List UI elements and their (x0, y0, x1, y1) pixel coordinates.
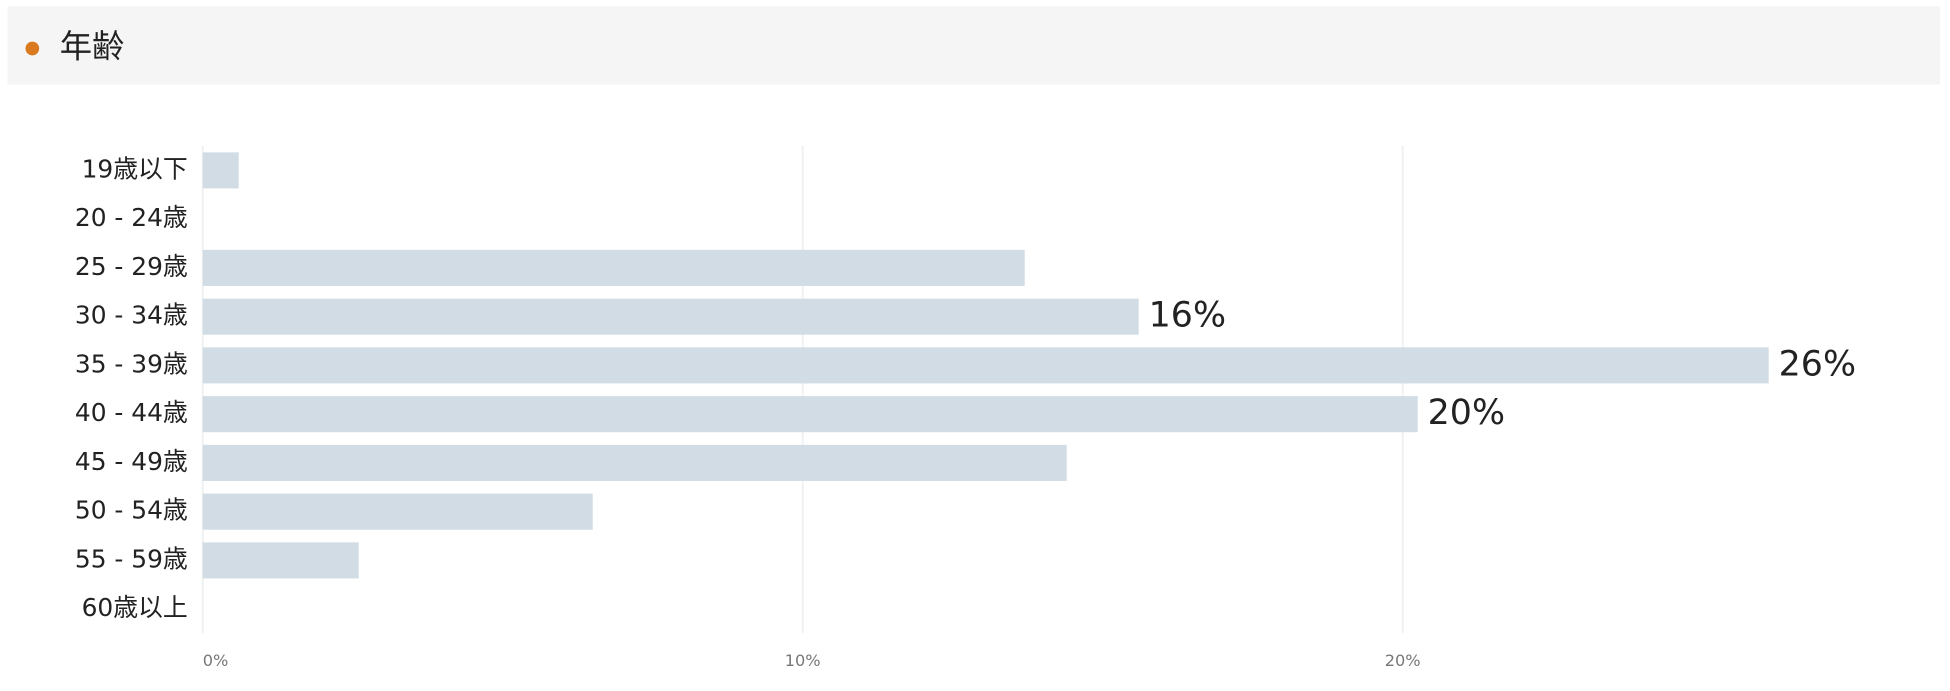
y-tick-label: 19歳以下 (82, 154, 188, 183)
bar (202, 396, 1418, 433)
bar (202, 249, 1025, 286)
value-label: 20% (1428, 393, 1505, 433)
y-tick-label: 25 - 29歳 (75, 252, 188, 281)
y-tick-label: 45 - 49歳 (75, 447, 188, 476)
bar (202, 542, 359, 579)
chart-title: 年齢 (60, 28, 125, 66)
y-tick-label: 30 - 34歳 (75, 301, 188, 330)
bar (202, 347, 1769, 384)
bar (202, 152, 239, 189)
y-tick-label: 20 - 24歳 (75, 203, 188, 232)
bar (202, 298, 1139, 335)
bar (202, 444, 1067, 481)
x-tick-label: 20% (1385, 651, 1421, 670)
y-tick-label: 35 - 39歳 (75, 349, 188, 378)
x-tick-label: 10% (785, 651, 821, 670)
header (7, 6, 1941, 85)
value-label: 26% (1779, 344, 1856, 384)
y-tick-label: 60歳以上 (82, 593, 188, 622)
y-tick-label: 50 - 54歳 (75, 496, 188, 525)
y-tick-label: 55 - 59歳 (75, 544, 188, 573)
bar (202, 493, 593, 530)
y-tick-label: 40 - 44歳 (75, 398, 188, 427)
header-dot (25, 41, 40, 56)
x-tick-label: 0% (203, 651, 229, 670)
value-label: 16% (1149, 296, 1226, 336)
